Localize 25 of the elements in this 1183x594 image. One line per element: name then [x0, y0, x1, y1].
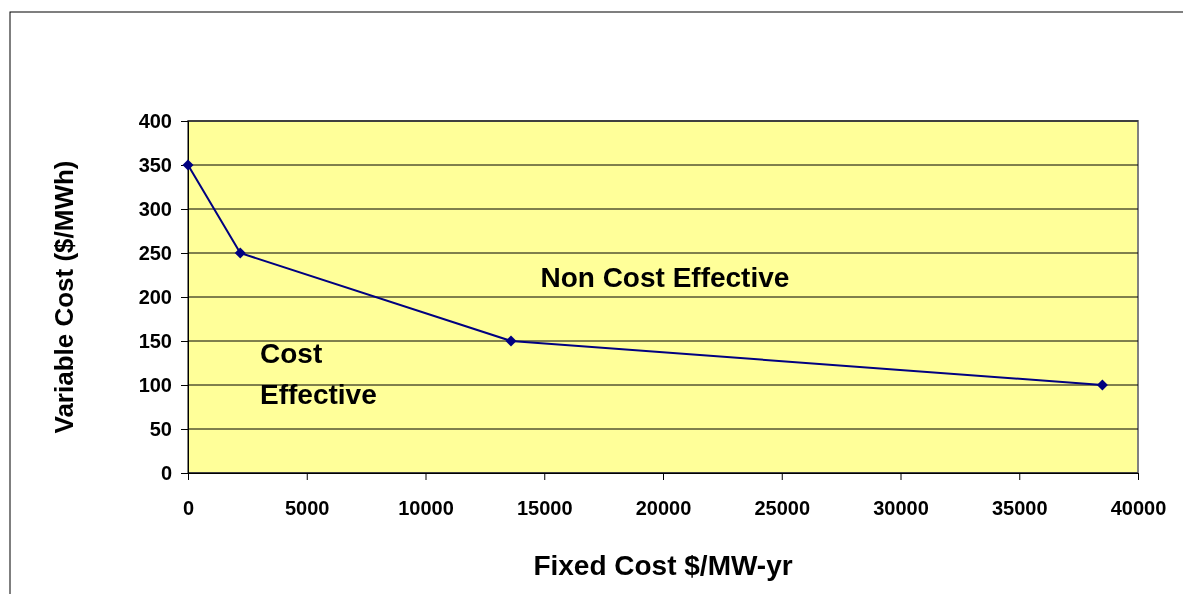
y-tick-label: 100 [138, 373, 172, 396]
x-tick-label: 30000 [873, 497, 929, 519]
point [234, 247, 246, 259]
x-tick-label: 0 [182, 497, 195, 519]
x-tick-label: 20000 [635, 497, 692, 519]
annotation: Cost Effective [260, 338, 377, 410]
y-tick-label: 300 [138, 197, 172, 220]
x-axis-title: Fixed Cost $/MW-yr [533, 550, 793, 581]
y-tick-label: 150 [138, 329, 172, 352]
y-tick-label: 50 [149, 417, 172, 440]
y-tick-label: 250 [138, 241, 172, 264]
y-tick-label: 0 [160, 461, 172, 484]
x-tick-label: 10000 [398, 497, 454, 519]
y-tick-label: 400 [138, 109, 172, 132]
x-tick-label: 5000 [285, 497, 330, 519]
y-axis-title: Variable Cost ($/MWh) [49, 160, 79, 434]
annotation: Non Cost Effective [540, 262, 790, 294]
y-tick-label: 200 [138, 285, 172, 308]
x-tick-label: 35000 [991, 497, 1048, 519]
x-tick-label: 25000 [754, 497, 811, 519]
x-tick-label: 40000 [1110, 497, 1167, 519]
point [505, 335, 517, 347]
y-tick-label: 350 [138, 153, 172, 176]
point [1096, 379, 1108, 391]
x-tick-label: 15000 [516, 497, 573, 519]
